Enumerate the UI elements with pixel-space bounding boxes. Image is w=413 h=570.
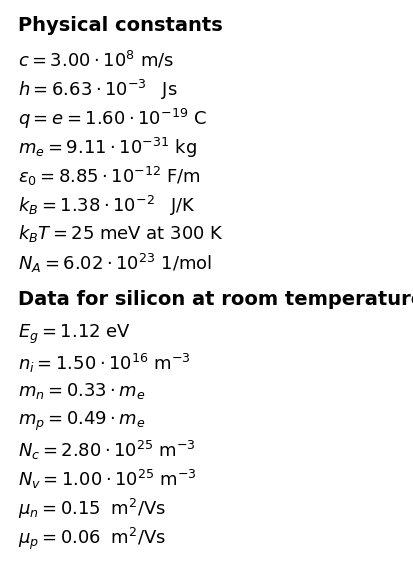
Text: $N_A = 6.02 \cdot 10^{23}$ 1/mol: $N_A = 6.02 \cdot 10^{23}$ 1/mol [18,252,212,275]
Text: $k_B T = 25$ meV at 300 K: $k_B T = 25$ meV at 300 K [18,223,223,244]
Text: $k_B = 1.38 \cdot 10^{-2}\;\;$ J/K: $k_B = 1.38 \cdot 10^{-2}\;\;$ J/K [18,194,195,218]
Text: $\mu_n = 0.15\;$ m$^2$/Vs: $\mu_n = 0.15\;$ m$^2$/Vs [18,497,166,521]
Text: $m_p = 0.49 \cdot m_e$: $m_p = 0.49 \cdot m_e$ [18,410,145,433]
Text: $N_c = 2.80 \cdot 10^{25}$ m$^{-3}$: $N_c = 2.80 \cdot 10^{25}$ m$^{-3}$ [18,439,195,462]
Text: $N_v = 1.00 \cdot 10^{25}$ m$^{-3}$: $N_v = 1.00 \cdot 10^{25}$ m$^{-3}$ [18,468,197,491]
Text: $c = 3.00 \cdot 10^{8}$ m/s: $c = 3.00 \cdot 10^{8}$ m/s [18,49,174,70]
Text: $n_i = 1.50 \cdot 10^{16}$ m$^{-3}$: $n_i = 1.50 \cdot 10^{16}$ m$^{-3}$ [18,352,190,375]
Text: Physical constants: Physical constants [18,16,222,35]
Text: $\mu_p = 0.06\;$ m$^2$/Vs: $\mu_p = 0.06\;$ m$^2$/Vs [18,526,166,552]
Text: $\epsilon_0 = 8.85 \cdot 10^{-12}$ F/m: $\epsilon_0 = 8.85 \cdot 10^{-12}$ F/m [18,165,200,188]
Text: $q = e = 1.60 \cdot 10^{-19}$ C: $q = e = 1.60 \cdot 10^{-19}$ C [18,107,206,131]
Text: $m_n = 0.33 \cdot m_e$: $m_n = 0.33 \cdot m_e$ [18,381,145,401]
Text: $E_g = 1.12$ eV: $E_g = 1.12$ eV [18,323,131,346]
Text: $m_e = 9.11 \cdot 10^{-31}$ kg: $m_e = 9.11 \cdot 10^{-31}$ kg [18,136,196,160]
Text: Data for silicon​ at room temperature: Data for silicon​ at room temperature [18,290,413,309]
Text: $h = 6.63 \cdot 10^{-3}\;\;$ Js: $h = 6.63 \cdot 10^{-3}\;\;$ Js [18,78,177,102]
